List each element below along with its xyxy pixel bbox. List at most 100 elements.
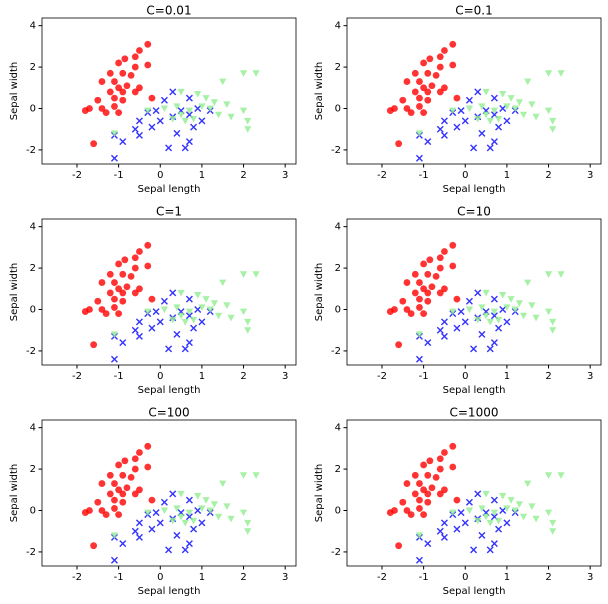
point — [494, 517, 503, 525]
point — [210, 99, 218, 106]
point — [185, 107, 194, 115]
point — [131, 465, 139, 473]
y-axis-label: Sepal width — [314, 62, 325, 121]
point — [131, 53, 139, 61]
point — [436, 88, 444, 96]
point — [519, 513, 528, 521]
point — [144, 509, 152, 517]
point — [110, 556, 118, 564]
subplot: C=0.1 -2 -1 0 1 2 3 -2 0 2 4 Sepal length Sepal widt… — [314, 4, 602, 195]
point — [252, 271, 260, 278]
point — [416, 78, 423, 85]
point — [478, 103, 486, 111]
point — [440, 318, 448, 326]
point — [219, 279, 227, 287]
point — [499, 292, 507, 299]
point — [177, 312, 185, 320]
point — [494, 115, 503, 123]
point — [478, 129, 486, 137]
point — [470, 546, 478, 554]
point — [165, 345, 173, 353]
point — [416, 279, 423, 286]
point — [185, 540, 193, 548]
point — [206, 105, 214, 113]
point — [415, 331, 424, 338]
point — [436, 455, 444, 463]
point — [111, 505, 118, 512]
point — [436, 264, 444, 272]
point — [441, 449, 448, 456]
point — [524, 279, 532, 287]
point — [219, 78, 227, 86]
point — [106, 69, 114, 77]
point — [549, 528, 557, 535]
point — [152, 509, 160, 517]
point — [115, 84, 123, 92]
point — [482, 513, 490, 521]
point — [499, 493, 507, 500]
x-axis-label: Sepal length — [138, 586, 201, 597]
point — [111, 295, 118, 303]
y-axis-label: Sepal width — [314, 263, 325, 322]
point — [198, 519, 206, 527]
point — [90, 140, 98, 148]
point — [436, 289, 444, 297]
point — [81, 509, 89, 516]
point — [115, 59, 123, 67]
x-tick-label: -2 — [377, 170, 387, 181]
point — [189, 316, 198, 324]
point — [424, 138, 432, 146]
point — [424, 490, 432, 498]
y-tick-label: 0 — [30, 505, 36, 516]
point — [403, 306, 411, 313]
point — [478, 330, 486, 338]
point — [416, 295, 423, 303]
x-axis-label: Sepal length — [138, 184, 201, 195]
point — [119, 138, 127, 146]
point — [499, 306, 507, 313]
point — [503, 519, 511, 527]
point — [156, 519, 164, 527]
x-tick-label: 3 — [587, 170, 593, 181]
point — [131, 289, 139, 297]
x-tick-label: -2 — [72, 371, 82, 382]
point — [453, 324, 461, 332]
point — [131, 527, 139, 535]
point — [528, 101, 536, 108]
point — [227, 113, 235, 121]
point — [495, 123, 503, 131]
point — [470, 345, 478, 353]
point — [465, 96, 473, 104]
point — [119, 270, 127, 278]
point — [119, 289, 127, 297]
chart-title: C=1000 — [450, 406, 499, 420]
point — [160, 96, 168, 104]
point — [144, 262, 152, 270]
plot-frame — [346, 419, 602, 567]
point — [169, 88, 177, 96]
point — [557, 70, 565, 77]
point — [173, 505, 181, 513]
point — [181, 318, 189, 326]
point — [98, 105, 106, 112]
x-tick-label: 2 — [240, 371, 246, 382]
point — [127, 473, 135, 481]
point — [436, 254, 444, 262]
point — [119, 297, 127, 305]
y-tick-label: 4 — [30, 222, 36, 233]
point — [453, 525, 461, 533]
point — [144, 107, 152, 115]
point — [98, 507, 106, 514]
point — [135, 318, 143, 326]
point — [403, 105, 411, 112]
point — [428, 484, 436, 492]
point — [482, 312, 490, 320]
point — [94, 297, 102, 305]
y-tick-label: 2 — [30, 62, 36, 73]
point — [449, 107, 457, 115]
point — [121, 457, 129, 465]
point — [507, 497, 515, 504]
point — [515, 300, 523, 307]
point — [440, 131, 448, 139]
point — [131, 326, 139, 334]
